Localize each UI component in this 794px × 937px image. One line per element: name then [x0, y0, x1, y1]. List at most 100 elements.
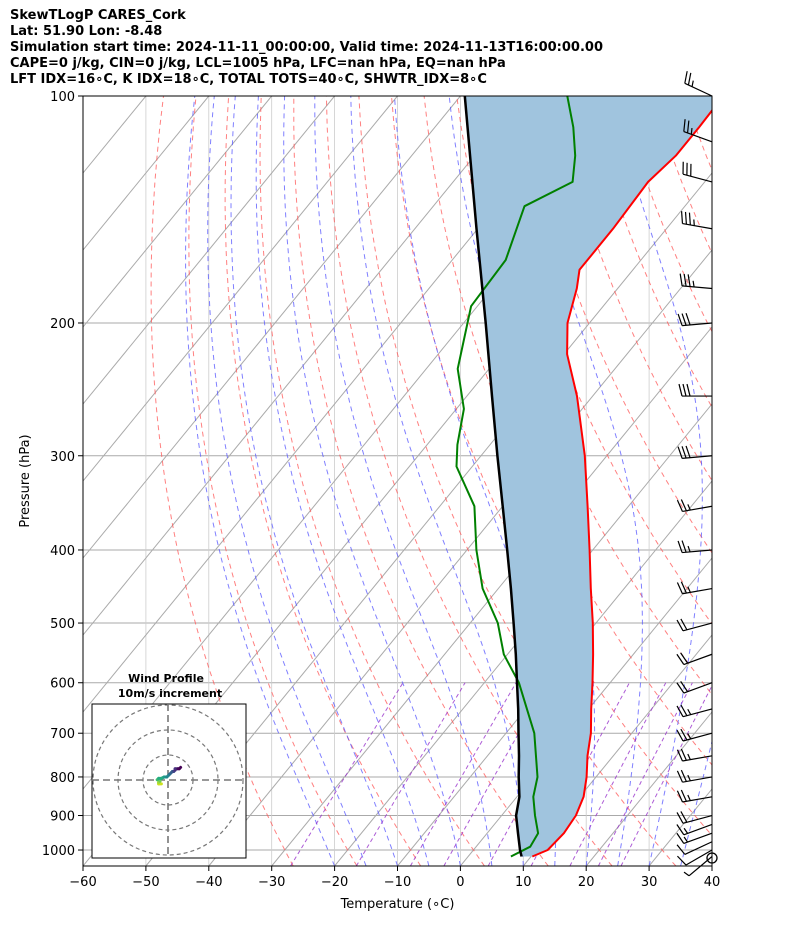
x-tick-label: 0 [456, 875, 464, 890]
moist-adiabat [611, 96, 703, 866]
wind-barb [676, 849, 713, 866]
temperature-line [531, 108, 712, 858]
wind-barb [676, 618, 713, 632]
isotherm [83, 96, 84, 97]
wind-barb [676, 748, 713, 762]
y-tick-label: 600 [50, 677, 75, 692]
x-tick-label: −50 [132, 875, 159, 890]
dry-adiabat [391, 96, 712, 837]
y-tick-label: 400 [50, 544, 75, 559]
wind-barb [676, 769, 713, 783]
wind-barb [677, 445, 713, 459]
x-tick-label: −30 [258, 875, 285, 890]
simulation-time: Simulation start time: 2024-11-11_00:00:… [10, 40, 603, 55]
mixing-ratio-line [530, 682, 630, 866]
wind-barb [682, 161, 713, 183]
wind-barb [676, 681, 713, 694]
moist-adiabat [680, 739, 712, 866]
hodograph-trace [177, 765, 183, 771]
wind-barb [680, 211, 713, 230]
moist-adiabat [283, 96, 461, 866]
calm-wind-circle [706, 852, 718, 864]
x-tick-label: −20 [321, 875, 348, 890]
dry-adiabat [619, 96, 712, 333]
cin-shaded-area [464, 96, 712, 857]
moist-adiabat [518, 96, 643, 866]
chart-title: SkewTLogP CARES_Cork [10, 8, 186, 23]
dry-adiabat [224, 96, 422, 866]
isotherm [83, 96, 398, 482]
isotherm [83, 96, 273, 328]
dry-adiabat [293, 96, 549, 866]
moist-adiabat [230, 96, 398, 866]
wind-barbs [676, 71, 718, 877]
y-axis-label: Pressure (hPa) [18, 434, 33, 527]
stability-indices: LFT IDX=16∘C, K IDX=18∘C, TOTAL TOTS=40∘… [10, 72, 487, 87]
dry-adiabat [750, 96, 794, 866]
isotherm [648, 788, 712, 866]
isotherm [775, 96, 794, 866]
isotherm [83, 96, 210, 251]
hodograph-title: Wind Profile [128, 672, 204, 685]
dry-adiabat [717, 96, 794, 866]
dry-adiabat [188, 96, 358, 866]
dry-adiabat [684, 96, 712, 172]
dry-adiabat [553, 96, 712, 482]
axes: −60 −50 −40 −30 −20 −10 0 10 20 30 40 100 200 300 400 5… [18, 90, 720, 912]
dry-adiabat [259, 96, 485, 866]
mixing-ratio-line [569, 682, 667, 866]
wind-barb [676, 728, 713, 742]
wind-barb [676, 652, 713, 666]
wind-barb [683, 856, 713, 877]
wind-barb [677, 313, 713, 327]
moist-adiabat [255, 96, 430, 866]
moist-adiabat [185, 96, 336, 866]
wind-barb [677, 540, 713, 554]
x-tick-label: −10 [384, 875, 411, 890]
y-tick-label: 100 [50, 90, 75, 105]
moist-adiabat [314, 96, 493, 866]
mixing-ratio-line [409, 682, 517, 866]
parcel-line [463, 96, 523, 857]
wind-barb [676, 704, 713, 718]
dry-adiabat [651, 96, 712, 255]
wind-barb [676, 841, 713, 855]
sounding-profiles [455, 96, 712, 858]
moist-adiabat [744, 96, 794, 866]
wind-barb [676, 499, 713, 513]
mixing-ratio-line [355, 682, 466, 866]
x-tick-label: 20 [578, 875, 595, 890]
wind-barb [676, 832, 713, 845]
moist-adiabat [207, 96, 367, 866]
station-coordinates: Lat: 51.90 Lon: -8.48 [10, 24, 163, 39]
x-tick-label: −60 [69, 875, 96, 890]
wind-barb [683, 119, 713, 143]
isotherm [397, 480, 712, 866]
x-tick-label: 30 [641, 875, 658, 890]
isotherm [145, 172, 712, 866]
y-tick-label: 500 [50, 617, 75, 632]
wind-barb [676, 789, 713, 803]
y-tick-label: 700 [50, 727, 75, 742]
hodograph-subtitle: 10m/s increment [118, 687, 222, 700]
isotherm [83, 96, 461, 559]
mixing-ratio-line [597, 682, 693, 866]
isotherm [522, 634, 712, 866]
x-tick-label: 40 [704, 875, 721, 890]
cape-cin-summary: CAPE=0 j/kg, CIN=0 j/kg, LCL=1005 hPa, L… [10, 56, 506, 71]
wind-barb [676, 811, 713, 824]
isotherm [83, 96, 335, 405]
isotherm [334, 403, 712, 866]
wind-barb [676, 823, 713, 836]
wind-barb [684, 71, 713, 97]
moist-adiabat [711, 864, 712, 866]
isotherm [83, 96, 524, 636]
wind-barb [676, 581, 713, 595]
dry-adiabat [488, 96, 712, 625]
y-tick-label: 300 [50, 450, 75, 465]
mixing-ratio-line [620, 684, 712, 866]
hodograph: Wind Profile 10m/s increment [91, 672, 247, 859]
wind-barb [678, 383, 712, 397]
isotherm [711, 865, 712, 866]
